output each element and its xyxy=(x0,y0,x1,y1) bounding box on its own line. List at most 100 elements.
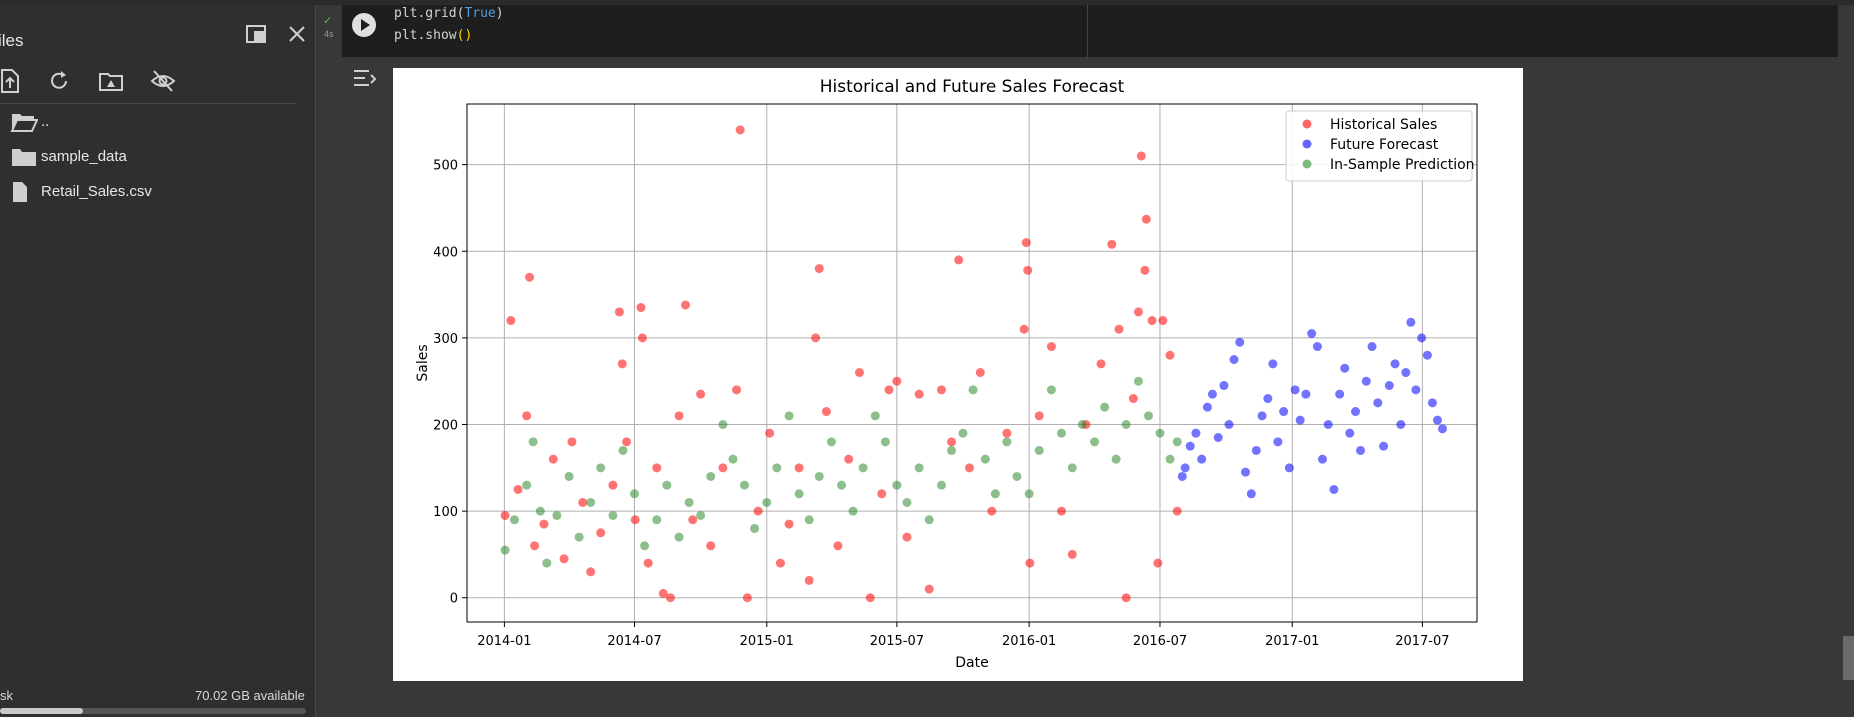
data-point xyxy=(833,541,843,551)
data-point xyxy=(1213,432,1223,442)
scrollbar-thumb[interactable] xyxy=(1843,636,1854,680)
data-point xyxy=(964,463,974,473)
data-point xyxy=(837,480,847,490)
data-point xyxy=(1312,342,1322,352)
data-point xyxy=(1379,441,1389,451)
open-in-window-icon[interactable] xyxy=(246,25,266,43)
y-tick-label: 400 xyxy=(433,245,458,260)
upload-file-icon[interactable] xyxy=(0,67,22,95)
data-point xyxy=(608,480,618,490)
data-point xyxy=(1301,389,1311,399)
y-axis-label: Sales xyxy=(415,344,431,381)
legend-marker xyxy=(1302,139,1312,149)
data-point xyxy=(559,554,569,564)
data-point xyxy=(794,489,804,499)
output-options-icon[interactable] xyxy=(351,66,379,90)
data-point xyxy=(1345,428,1355,438)
legend-marker xyxy=(1302,159,1312,169)
code-cell[interactable] xyxy=(342,5,1838,57)
data-point xyxy=(1002,428,1012,438)
x-tick-label: 2017-01 xyxy=(1265,634,1319,649)
data-point xyxy=(622,437,632,447)
data-point xyxy=(652,515,662,525)
data-point xyxy=(1034,411,1044,421)
exec-time: 4s xyxy=(324,29,334,39)
data-point xyxy=(1172,437,1182,447)
output-plot: 2014-01 2014-07 2015-01 2015-07 2016-01 2016-… xyxy=(393,68,1523,681)
data-point xyxy=(548,454,558,464)
legend-label: Future Forecast xyxy=(1330,137,1439,153)
data-point xyxy=(1373,398,1383,408)
data-point xyxy=(629,489,639,499)
sidebar-divider xyxy=(0,103,296,104)
data-point xyxy=(924,584,934,594)
data-point xyxy=(1121,593,1131,603)
y-tick-label: 200 xyxy=(433,419,458,434)
code-line-1[interactable]: plt.grid(True) xyxy=(394,6,504,21)
file-item-sample-data[interactable]: sample_data xyxy=(0,142,300,172)
chart-title: Historical and Future Sales Forecast xyxy=(820,77,1125,97)
data-point xyxy=(892,480,902,490)
data-point xyxy=(1323,420,1333,430)
data-point xyxy=(877,489,887,499)
x-tick-label: 2014-01 xyxy=(477,634,531,649)
data-point xyxy=(1361,376,1371,386)
data-point xyxy=(1273,437,1283,447)
data-point xyxy=(718,463,728,473)
data-point xyxy=(1177,471,1187,481)
data-point xyxy=(987,506,997,516)
data-point xyxy=(848,506,858,516)
data-point xyxy=(1046,385,1056,395)
file-item-retail-sales[interactable]: Retail_Sales.csv xyxy=(0,177,300,207)
x-tick-label: 2015-01 xyxy=(740,634,794,649)
data-point xyxy=(1019,324,1029,334)
grid-lines xyxy=(467,104,1477,622)
data-point xyxy=(1422,350,1432,360)
data-point xyxy=(811,333,821,343)
legend-box xyxy=(1285,110,1473,182)
data-point xyxy=(1290,385,1300,395)
data-point xyxy=(1056,428,1066,438)
data-point xyxy=(564,471,574,481)
data-point xyxy=(1417,333,1427,343)
data-point xyxy=(980,454,990,464)
data-point xyxy=(1356,445,1366,455)
folder-icon xyxy=(12,149,36,166)
data-point xyxy=(500,545,510,555)
data-point xyxy=(586,497,596,507)
data-point xyxy=(674,411,684,421)
data-point xyxy=(1246,489,1256,499)
hide-files-icon[interactable] xyxy=(149,67,177,95)
data-point xyxy=(637,333,647,343)
data-point xyxy=(617,359,627,369)
data-point xyxy=(1158,316,1168,326)
data-point xyxy=(1263,394,1273,404)
data-point xyxy=(1153,558,1163,568)
data-point xyxy=(1284,463,1294,473)
run-cell-button[interactable] xyxy=(350,11,378,39)
mount-drive-icon[interactable] xyxy=(97,67,125,95)
data-point xyxy=(1143,411,1153,421)
refresh-icon[interactable] xyxy=(45,67,73,95)
data-point xyxy=(870,411,880,421)
cell-divider xyxy=(1087,5,1088,57)
data-point xyxy=(1002,437,1012,447)
x-tick-label: 2016-01 xyxy=(1002,634,1056,649)
data-point xyxy=(1067,549,1077,559)
data-point xyxy=(1107,239,1117,249)
legend: Historical Sales Future Forecast In-Sample… xyxy=(1285,110,1475,182)
data-point xyxy=(975,368,985,378)
data-point xyxy=(596,528,606,538)
data-point xyxy=(936,385,946,395)
run-status-check: ✓ xyxy=(323,15,333,27)
file-item-parent[interactable]: .. xyxy=(0,107,300,137)
code-line-2[interactable]: plt.show() xyxy=(394,28,473,43)
data-point xyxy=(1257,411,1267,421)
close-icon[interactable] xyxy=(286,23,308,45)
data-point xyxy=(924,515,934,525)
data-point xyxy=(1165,454,1175,464)
future-forecast-points xyxy=(1177,317,1447,499)
data-point xyxy=(742,593,752,603)
y-tick-label: 500 xyxy=(433,159,458,174)
folder-open-icon xyxy=(10,114,38,132)
